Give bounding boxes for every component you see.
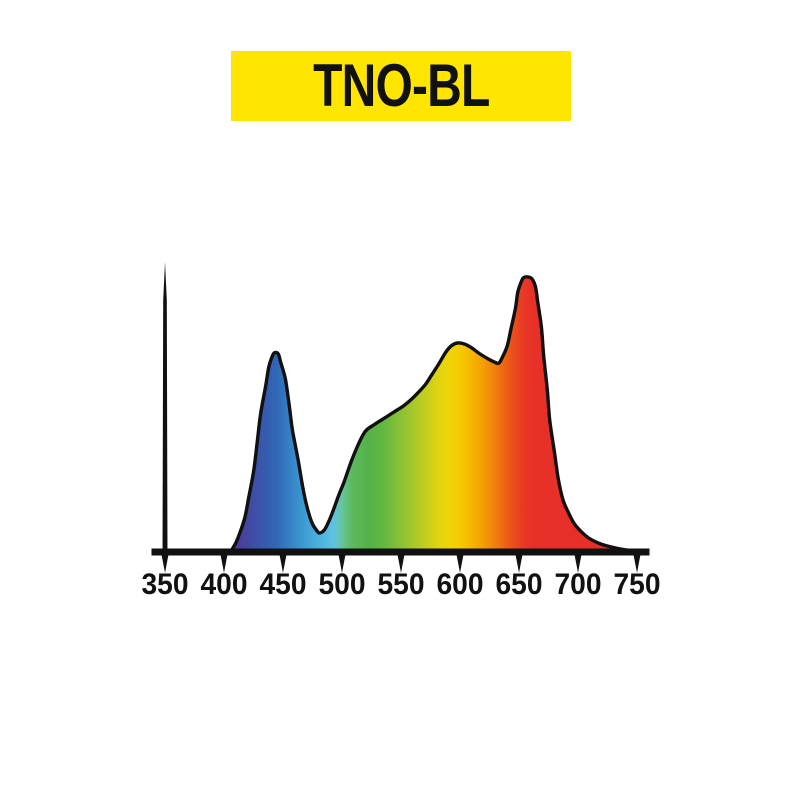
x-tick <box>456 555 464 573</box>
x-ticks <box>161 555 641 573</box>
x-tick <box>279 555 287 573</box>
x-tick-label: 600 <box>437 568 484 601</box>
x-tick <box>515 555 523 573</box>
x-tick-label: 400 <box>201 568 248 601</box>
x-tick <box>161 555 169 573</box>
x-tick-label: 450 <box>260 568 307 601</box>
x-tick-label: 750 <box>614 568 661 601</box>
x-tick-label: 550 <box>378 568 425 601</box>
spectrum-area <box>229 275 643 554</box>
y-axis-line <box>162 262 168 559</box>
x-tick <box>397 555 405 573</box>
x-tick-label: 350 <box>142 568 189 601</box>
x-tick <box>220 555 228 573</box>
x-tick <box>574 555 582 573</box>
x-tick-label: 650 <box>496 568 543 601</box>
x-tick <box>633 555 641 573</box>
x-axis-line <box>151 548 650 556</box>
title-banner: TNO-BL <box>231 51 571 121</box>
x-tick-label: 700 <box>555 568 602 601</box>
x-tick <box>338 555 346 573</box>
x-tick-labels: 350 400 450 500 550 600 650 700 750 <box>142 568 661 601</box>
chart-title: TNO-BL <box>312 52 490 119</box>
x-tick-label: 500 <box>319 568 366 601</box>
